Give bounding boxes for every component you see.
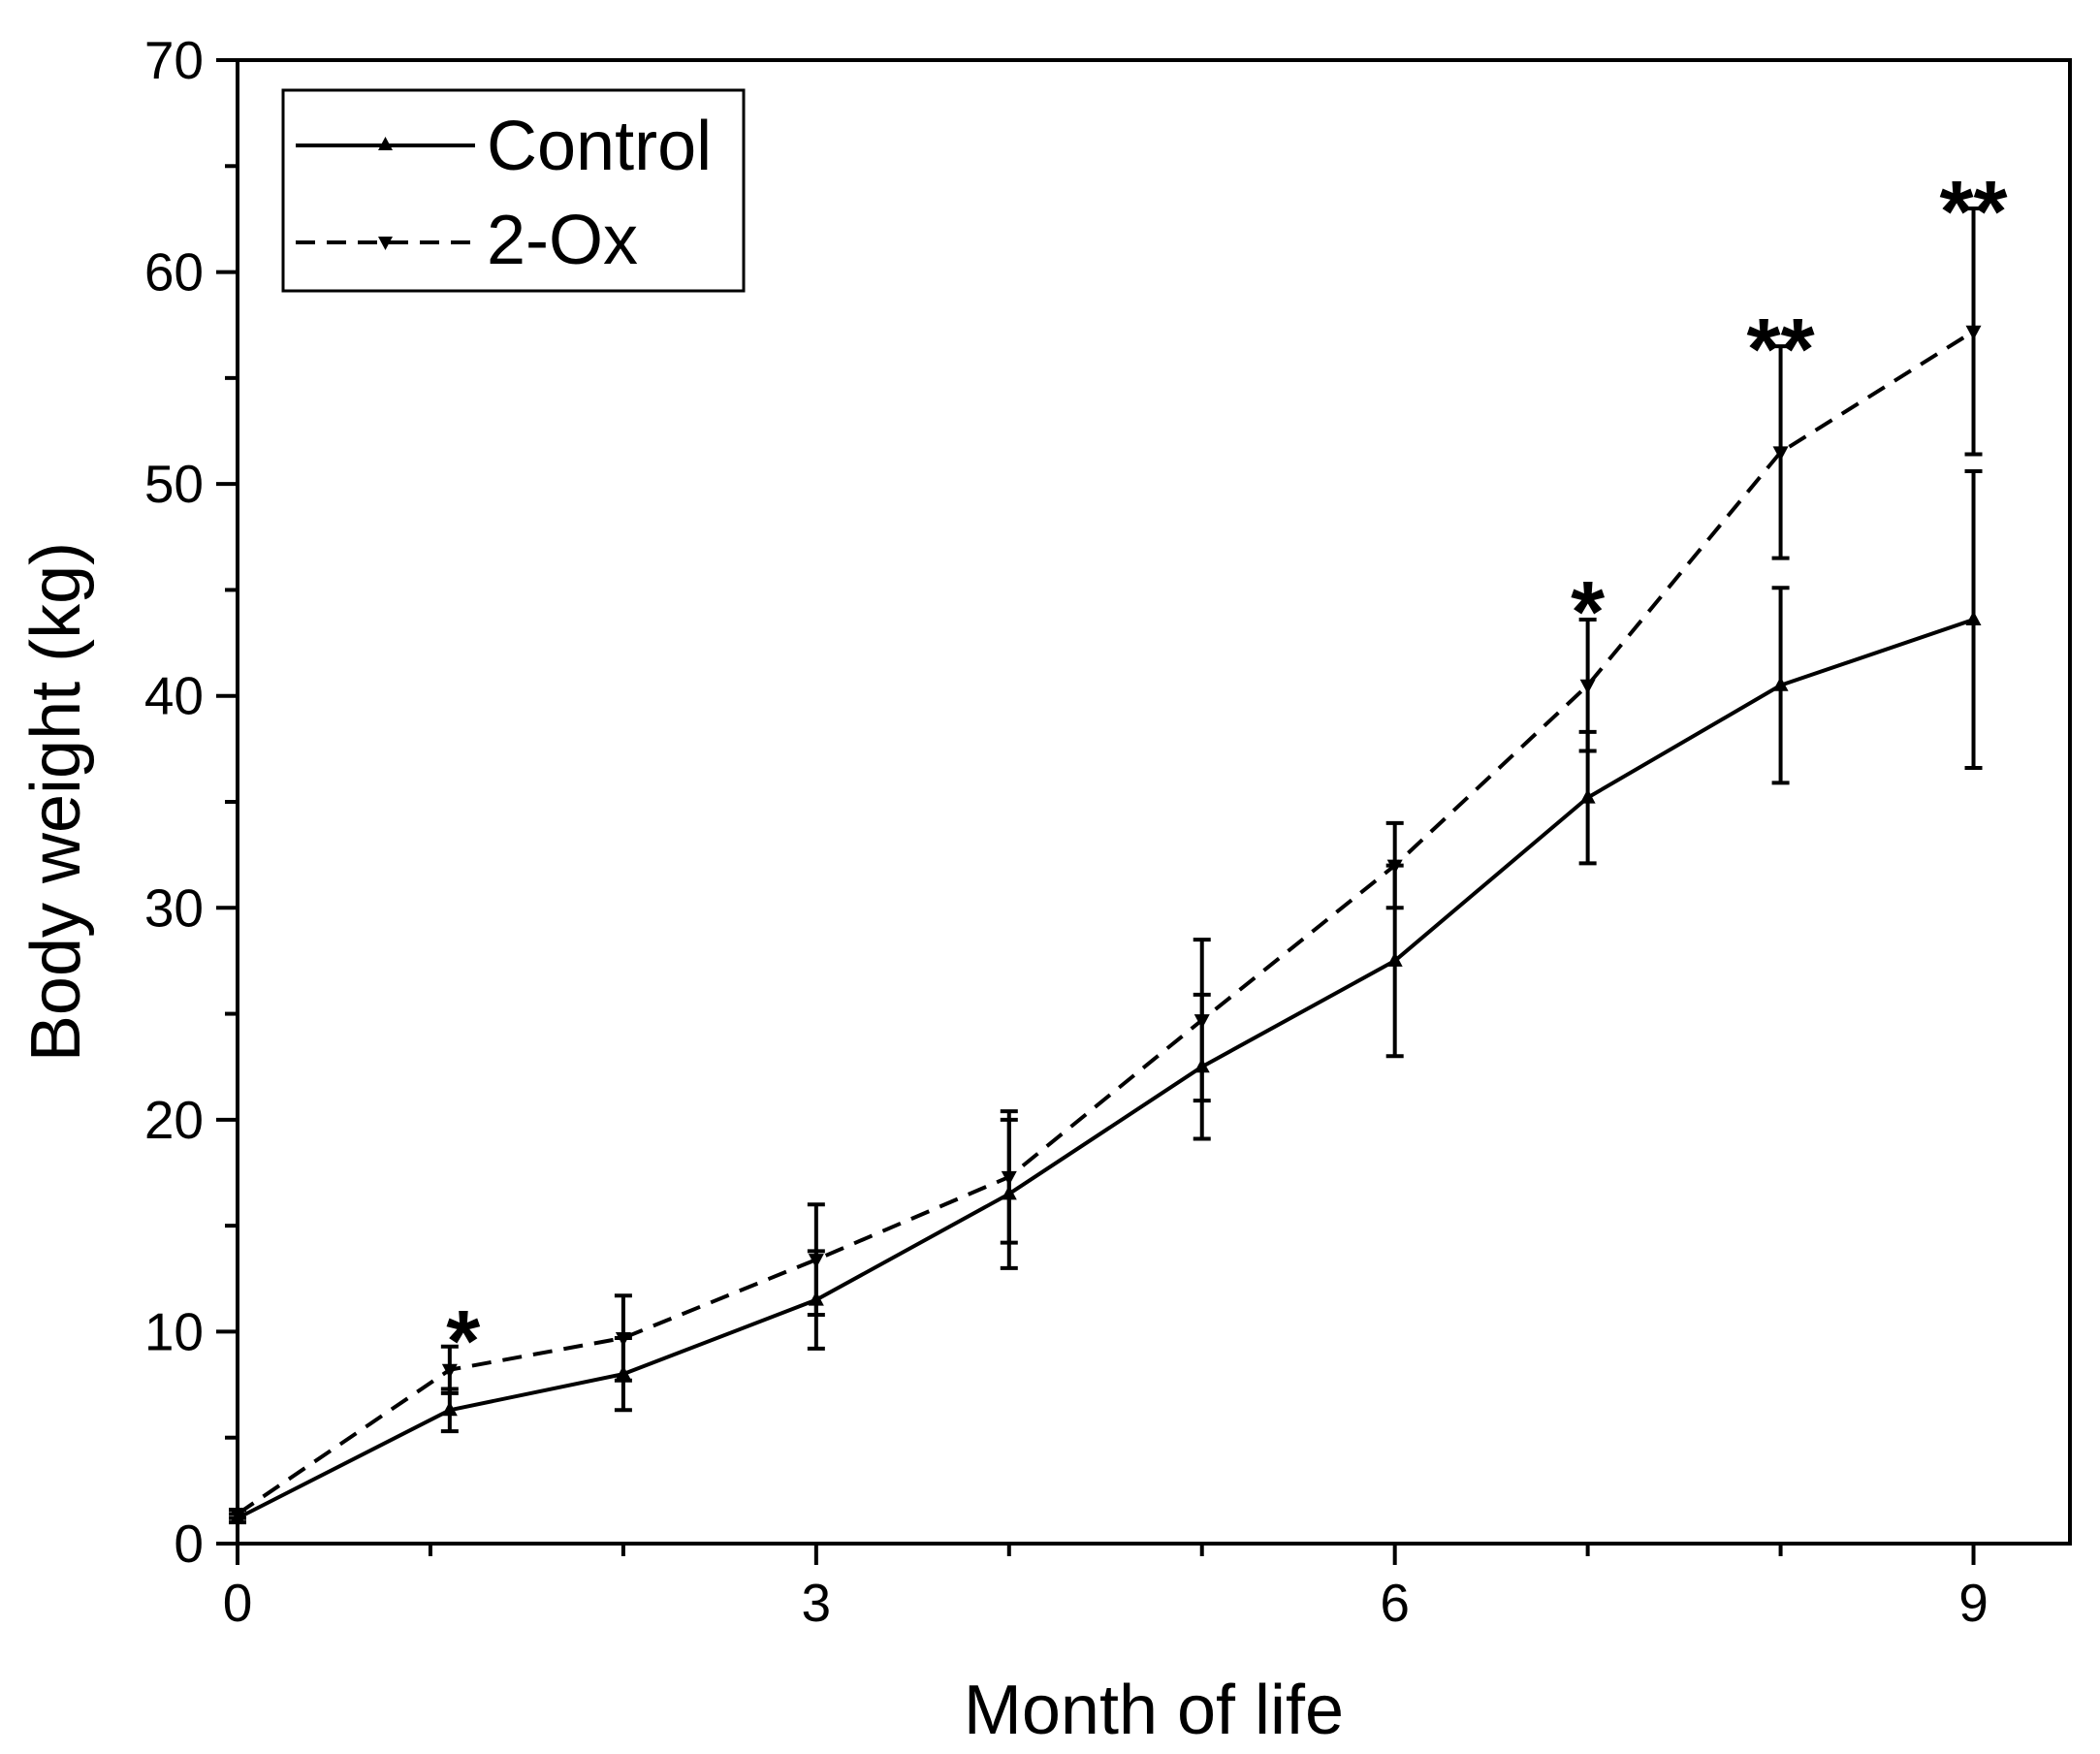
x-tick-label: 6 [1380,1573,1410,1633]
x-tick-label: 0 [223,1573,253,1633]
series-control [229,469,1983,1525]
data-point [441,1401,458,1417]
y-tick-label: 70 [144,30,204,90]
series-line [236,330,1975,1516]
y-tick-label: 60 [144,242,204,303]
y-tick-label: 20 [144,1090,204,1150]
significance-marker: * [446,1293,480,1390]
data-point [441,1363,458,1379]
legend: Control 2-Ox [281,88,746,293]
x-tick-label: 3 [802,1573,832,1633]
data-point [1965,325,1982,340]
data-point [1772,446,1789,462]
data-point [230,1508,245,1523]
legend-box [281,88,746,293]
data-point [615,1331,631,1347]
legend-2ox-label: 2-Ox [487,202,638,279]
x-axis-title: Month of life [964,1672,1344,1749]
y-tick-labels: 0 10 20 30 40 50 60 70 [144,30,204,1574]
significance-marker: * [1571,564,1605,661]
y-tick-label: 40 [144,666,204,726]
data-point [1386,951,1403,967]
axis-ticks [216,58,1976,1565]
data-point [1579,788,1596,804]
x-tick-labels: 0 3 6 9 [223,1573,1989,1633]
y-tick-label: 50 [144,454,204,514]
significance-marker: ** [1939,164,2007,261]
y-tick-label: 30 [144,877,204,938]
y-axis-title: Body weight (kg) [17,542,95,1062]
y-tick-label: 10 [144,1301,204,1361]
significance-annotations: ****** [446,164,2007,1390]
data-point [1772,676,1789,691]
data-point [1965,611,1982,626]
series-layer [229,207,1983,1525]
x-tick-label: 9 [1958,1573,1989,1633]
series-line [237,618,1975,1520]
data-point [1193,1014,1210,1030]
y-tick-label: 0 [174,1514,204,1574]
series-2-ox [229,207,1983,1523]
legend-2ox-marker [378,237,393,250]
data-point [1579,679,1596,694]
legend-control-label: Control [487,108,712,185]
data-point [808,1254,824,1269]
data-point [1001,1170,1017,1186]
legend-control-marker [378,137,393,150]
data-point [1386,859,1403,875]
significance-marker: ** [1747,302,1815,399]
